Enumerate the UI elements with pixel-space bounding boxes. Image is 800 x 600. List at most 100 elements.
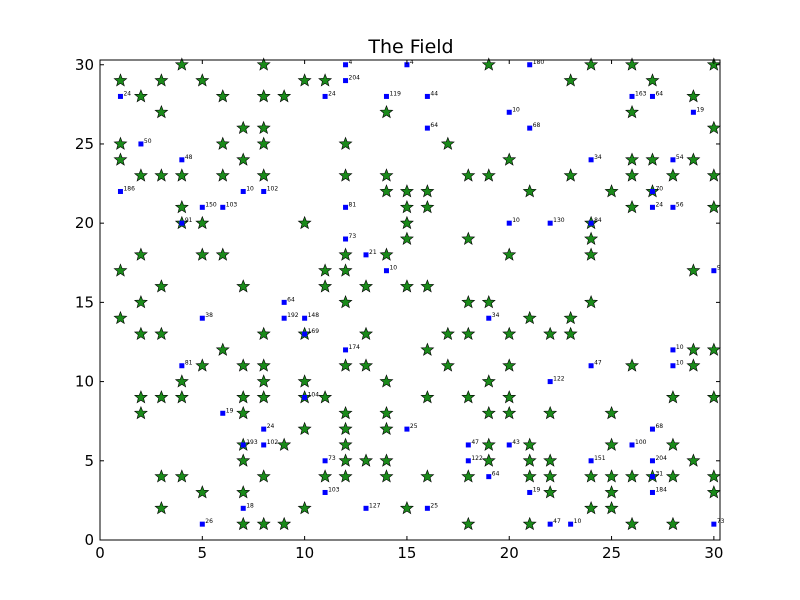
- star-point-179: [154, 500, 169, 515]
- square-point-26: [670, 204, 676, 210]
- star-point-52: [604, 184, 619, 198]
- star-point-99: [502, 326, 517, 340]
- square-point-43: [179, 363, 185, 369]
- square-point-46: [547, 379, 553, 385]
- star-point-75: [318, 263, 333, 277]
- square-point-62: [649, 474, 655, 480]
- square-point-30: [588, 220, 594, 226]
- star-point-14: [563, 73, 578, 87]
- square-point-48: [220, 410, 226, 416]
- star-point-155: [522, 453, 537, 467]
- star-point-151: [338, 453, 353, 467]
- star-point-173: [706, 469, 721, 483]
- star-point-145: [338, 437, 353, 451]
- square-point-36: [199, 315, 205, 321]
- x-tick-label-5: 25: [602, 544, 621, 562]
- star-point-190: [665, 516, 680, 531]
- star-point-102: [215, 342, 230, 356]
- star-point-0: [113, 73, 128, 87]
- star-point-51: [522, 184, 537, 198]
- star-point-176: [543, 485, 558, 499]
- star-point-62: [399, 215, 414, 230]
- star-point-24: [113, 136, 128, 150]
- star-point-49: [399, 184, 414, 198]
- star-point-42: [461, 168, 476, 182]
- star-point-111: [440, 358, 455, 372]
- star-point-114: [686, 358, 701, 372]
- square-point-16: [588, 157, 594, 163]
- square-point-3: [343, 78, 349, 84]
- square-point-label-69: 26: [205, 518, 213, 525]
- square-point-57: [322, 458, 328, 464]
- star-point-139: [604, 405, 619, 420]
- star-point-4: [256, 57, 271, 71]
- star-point-7: [133, 89, 148, 103]
- star-point-71: [379, 247, 394, 261]
- star-point-136: [481, 405, 496, 420]
- star-point-72: [502, 247, 517, 261]
- square-point-label-5: 24: [328, 90, 336, 97]
- square-point-label-12: 64: [430, 122, 438, 129]
- star-point-43: [481, 168, 496, 182]
- square-point-31: [343, 236, 349, 242]
- star-point-5: [297, 73, 312, 87]
- square-point-44: [588, 363, 594, 369]
- star-point-148: [604, 437, 619, 451]
- star-point-38: [215, 168, 230, 182]
- square-point-40: [302, 331, 308, 337]
- y-tick-label-4: 20: [75, 214, 94, 232]
- square-point-20: [261, 188, 267, 194]
- square-point-label-51: 68: [655, 423, 663, 430]
- star-point-107: [236, 358, 251, 372]
- star-point-112: [502, 358, 517, 372]
- plot-frame: [99, 59, 721, 541]
- star-point-135: [379, 405, 394, 420]
- square-point-label-11: 19: [696, 106, 704, 113]
- square-point-72: [711, 521, 717, 527]
- square-point-label-71: 10: [574, 518, 582, 525]
- star-point-167: [543, 469, 558, 483]
- star-point-73: [584, 247, 599, 261]
- square-point-4: [117, 93, 123, 99]
- star-point-17: [645, 73, 660, 87]
- star-point-109: [338, 358, 353, 372]
- square-point-label-13: 68: [533, 122, 541, 129]
- star-point-185: [256, 516, 271, 531]
- square-point-61: [486, 474, 492, 480]
- star-point-134: [338, 405, 353, 420]
- chart-title: The Field: [367, 36, 453, 58]
- star-point-84: [133, 295, 148, 309]
- square-point-56: [629, 442, 635, 448]
- star-point-120: [133, 390, 148, 404]
- square-point-label-44: 47: [594, 360, 602, 367]
- square-point-label-24: 81: [349, 201, 357, 208]
- square-point-label-29: 130: [553, 217, 565, 224]
- star-point-188: [522, 516, 537, 531]
- star-point-160: [256, 469, 271, 483]
- square-point-35: [281, 299, 287, 305]
- star-point-186: [277, 516, 292, 531]
- square-point-39: [486, 315, 492, 321]
- square-point-67: [363, 505, 369, 511]
- square-point-27: [179, 220, 185, 226]
- star-point-142: [379, 421, 394, 436]
- star-point-101: [563, 326, 578, 340]
- star-point-126: [318, 390, 333, 404]
- star-point-124: [256, 390, 271, 404]
- square-point-label-0: 4: [349, 59, 353, 66]
- square-point-label-1: 4: [410, 59, 414, 66]
- square-point-2: [527, 62, 533, 68]
- axes: 0 5 10 15 20 25 30 0 5 10 15 20 25 30: [75, 56, 724, 562]
- star-point-159: [174, 469, 189, 483]
- square-point-58: [465, 458, 471, 464]
- star-point-32: [625, 152, 639, 166]
- star-point-110: [359, 358, 373, 372]
- square-point-68: [424, 505, 430, 511]
- star-point-23: [256, 120, 271, 135]
- square-point-label-34: 9: [717, 265, 721, 272]
- star-point-88: [584, 295, 599, 309]
- star-point-152: [359, 453, 373, 467]
- square-point-label-7: 44: [430, 90, 438, 97]
- square-point-19: [240, 188, 246, 194]
